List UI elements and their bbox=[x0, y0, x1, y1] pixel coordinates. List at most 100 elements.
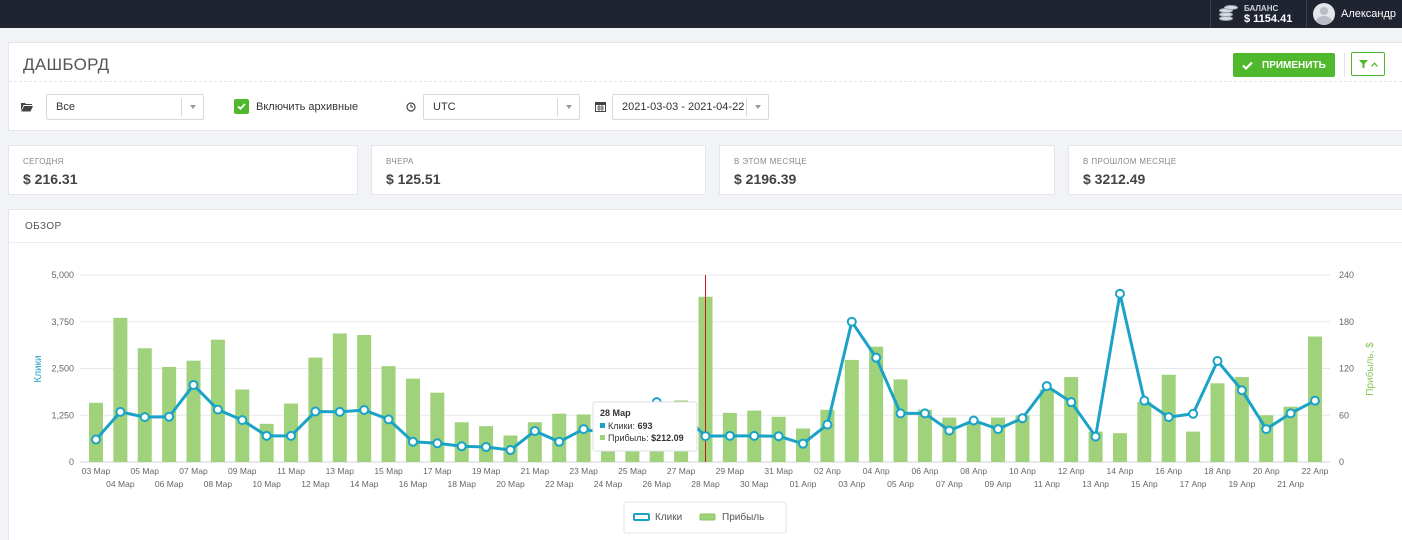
clicks-point bbox=[505, 445, 516, 456]
profit-bar bbox=[1039, 389, 1054, 462]
x-tick-label: 01 Апр bbox=[790, 479, 817, 489]
x-tick-label: 26 Мар bbox=[643, 479, 672, 489]
clicks-point bbox=[1114, 288, 1125, 299]
x-tick-label: 21 Мар bbox=[521, 466, 550, 476]
legend-label-clicks: Клики bbox=[655, 512, 682, 523]
x-tick-label: 07 Мар bbox=[179, 466, 208, 476]
y-left-tick-label: 2,500 bbox=[51, 364, 74, 374]
x-tick-label: 16 Мар bbox=[399, 479, 428, 489]
profit-bar bbox=[259, 423, 274, 462]
profit-bar bbox=[186, 360, 201, 462]
folder-select[interactable]: Все bbox=[46, 94, 204, 120]
divider bbox=[9, 242, 1402, 243]
top-bar: БАЛАНС $ 1154.41 Александр bbox=[0, 0, 1402, 28]
y-right-axis-label: Прибыль, $ bbox=[1364, 342, 1376, 396]
clicks-point bbox=[1310, 395, 1320, 406]
x-tick-label: 18 Апр bbox=[1204, 466, 1231, 476]
clicks-point bbox=[1261, 424, 1272, 435]
date-range-value: 2021-03-03 - 2021-04-22 bbox=[622, 101, 745, 113]
balance-label: БАЛАНС bbox=[1244, 4, 1279, 13]
user-avatar-icon bbox=[1313, 3, 1335, 25]
tooltip-row: Клики: 693 bbox=[608, 421, 653, 431]
clicks-point bbox=[432, 438, 443, 449]
tooltip-row: Прибыль: $212.09 bbox=[608, 433, 684, 443]
filter-toggle-button[interactable] bbox=[1351, 52, 1385, 76]
x-tick-label: 08 Апр bbox=[960, 466, 987, 476]
x-tick-label: 14 Мар bbox=[350, 479, 379, 489]
timezone-select[interactable]: UTC bbox=[423, 94, 580, 120]
profit-bar bbox=[942, 417, 957, 462]
clicks-point bbox=[261, 430, 272, 441]
clicks-point bbox=[237, 415, 248, 426]
clicks-point bbox=[1285, 408, 1296, 419]
profit-bar bbox=[869, 346, 884, 462]
clicks-point bbox=[798, 438, 809, 449]
x-tick-label: 04 Апр bbox=[863, 466, 890, 476]
chevron-up-icon bbox=[1370, 61, 1378, 67]
x-tick-label: 30 Мар bbox=[740, 479, 769, 489]
stat-card-today: СЕГОДНЯ $ 216.31 bbox=[8, 145, 358, 195]
profit-bar bbox=[332, 333, 347, 462]
profit-bar bbox=[1283, 406, 1298, 462]
clicks-point bbox=[822, 419, 833, 430]
x-tick-label: 02 Апр bbox=[814, 466, 841, 476]
x-tick-label: 27 Мар bbox=[667, 466, 696, 476]
x-tick-label: 07 Апр bbox=[936, 479, 963, 489]
x-tick-label: 17 Апр bbox=[1180, 479, 1207, 489]
archive-checkbox[interactable] bbox=[234, 99, 249, 114]
clicks-point bbox=[286, 430, 297, 441]
x-tick-label: 16 Апр bbox=[1155, 466, 1182, 476]
x-tick-label: 13 Апр bbox=[1082, 479, 1109, 489]
clicks-point bbox=[310, 406, 321, 417]
stat-label: В ЭТОМ МЕСЯЦЕ bbox=[734, 157, 807, 166]
clicks-point bbox=[1236, 385, 1247, 396]
clicks-point bbox=[529, 425, 540, 436]
clicks-point bbox=[1212, 356, 1223, 367]
clicks-point bbox=[944, 425, 955, 436]
y-right-tick-label: 240 bbox=[1339, 270, 1354, 280]
clicks-point bbox=[700, 431, 711, 442]
stat-value: $ 3212.49 bbox=[1083, 171, 1146, 187]
clicks-point bbox=[164, 411, 175, 422]
profit-bar bbox=[430, 392, 445, 462]
clicks-point bbox=[359, 405, 370, 416]
user-menu[interactable]: Александр bbox=[1306, 0, 1402, 28]
x-tick-label: 25 Мар bbox=[618, 466, 647, 476]
x-tick-label: 20 Апр bbox=[1253, 466, 1280, 476]
clicks-point bbox=[919, 408, 930, 419]
toolbar-divider bbox=[1344, 53, 1345, 77]
coins-icon bbox=[1219, 5, 1239, 23]
clicks-point bbox=[456, 441, 467, 452]
x-tick-label: 08 Мар bbox=[204, 479, 233, 489]
x-tick-label: 12 Мар bbox=[301, 479, 330, 489]
page-title: ДАШБОРД bbox=[23, 55, 110, 74]
clicks-point bbox=[1017, 413, 1028, 424]
apply-button[interactable]: ПРИМЕНИТЬ bbox=[1233, 53, 1335, 77]
date-range-picker[interactable]: 2021-03-03 - 2021-04-22 bbox=[612, 94, 769, 120]
profit-bar bbox=[381, 366, 396, 462]
clicks-point bbox=[334, 406, 345, 417]
x-tick-label: 22 Мар bbox=[545, 479, 574, 489]
x-tick-label: 05 Апр bbox=[887, 479, 914, 489]
clicks-point bbox=[724, 430, 735, 441]
clicks-point bbox=[895, 408, 906, 419]
balance-widget[interactable]: БАЛАНС $ 1154.41 bbox=[1210, 0, 1302, 28]
clicks-point bbox=[993, 424, 1004, 435]
x-tick-label: 22 Апр bbox=[1302, 466, 1329, 476]
overview-title: ОБЗОР bbox=[25, 221, 62, 232]
clock-icon bbox=[406, 102, 416, 112]
stat-value: $ 2196.39 bbox=[734, 171, 797, 187]
check-icon bbox=[237, 103, 246, 110]
y-right-tick-label: 180 bbox=[1339, 317, 1354, 327]
stat-card-this-month: В ЭТОМ МЕСЯЦЕ $ 2196.39 bbox=[719, 145, 1055, 195]
filter-icon bbox=[1358, 59, 1368, 68]
x-tick-label: 17 Мар bbox=[423, 466, 452, 476]
clicks-point bbox=[749, 430, 760, 441]
profit-bar bbox=[405, 378, 420, 462]
x-tick-label: 06 Апр bbox=[912, 466, 939, 476]
x-tick-label: 04 Мар bbox=[106, 479, 135, 489]
clicks-point bbox=[212, 404, 223, 415]
x-tick-label: 05 Мар bbox=[131, 466, 160, 476]
legend-swatch-profit bbox=[699, 513, 716, 521]
